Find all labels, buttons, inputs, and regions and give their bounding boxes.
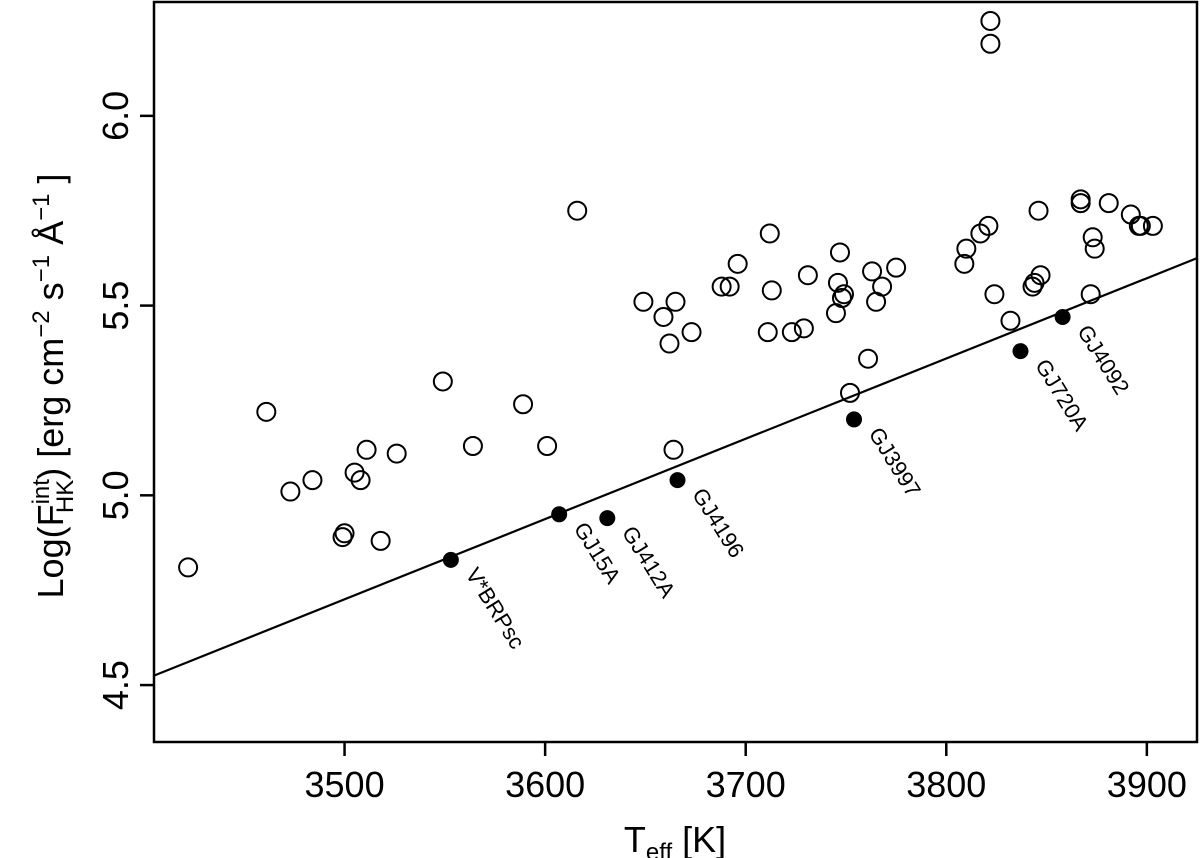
- x-axis-title: Teff [K]: [624, 819, 726, 858]
- open-data-point: [1070, 189, 1091, 210]
- point-label: GJ720A: [1030, 355, 1093, 436]
- y-tick-label: 4.5: [95, 660, 136, 710]
- open-data-point: [1130, 215, 1151, 236]
- point-label: GJ4196: [687, 484, 749, 563]
- open-data-point: [567, 200, 588, 221]
- point-label: GJ15A: [569, 518, 626, 589]
- open-data-point: [984, 284, 1005, 305]
- open-data-point: [827, 272, 848, 293]
- open-data-point: [370, 530, 391, 551]
- filled-data-point: [442, 551, 459, 568]
- open-data-point: [332, 527, 353, 548]
- y-tick-label: 5.5: [95, 281, 136, 331]
- open-data-point: [302, 470, 323, 491]
- open-data-point: [633, 291, 654, 312]
- filled-data-point: [551, 506, 568, 523]
- open-data-point: [978, 215, 999, 236]
- open-data-point: [653, 306, 674, 327]
- x-tick-label: 3900: [1107, 764, 1187, 805]
- open-data-point: [829, 242, 850, 263]
- open-data-point: [980, 33, 1001, 54]
- open-data-point: [659, 333, 680, 354]
- point-label: GJ412A: [617, 522, 680, 603]
- open-data-point: [711, 276, 732, 297]
- open-data-point: [757, 322, 778, 343]
- open-data-point: [1142, 215, 1163, 236]
- open-data-point: [1084, 238, 1105, 259]
- open-data-point: [665, 291, 686, 312]
- open-data-point: [537, 436, 558, 456]
- open-data-point: [761, 280, 782, 301]
- open-data-point: [1028, 200, 1049, 221]
- y-tick-label: 5.0: [95, 470, 136, 520]
- open-data-point: [719, 276, 740, 297]
- open-data-point: [1080, 284, 1101, 305]
- open-data-point: [797, 265, 818, 286]
- open-data-point: [462, 436, 483, 456]
- x-tick-label: 3700: [706, 764, 786, 805]
- open-data-point: [831, 288, 852, 308]
- open-data-point: [793, 318, 814, 339]
- filled-data-point: [1054, 308, 1071, 325]
- open-data-point: [334, 523, 355, 544]
- open-data-point: [1082, 227, 1103, 248]
- open-data-point: [280, 481, 301, 502]
- x-axis: 3500 3600 3700 3800 3900: [305, 742, 1187, 805]
- open-data-point: [356, 439, 377, 460]
- open-data-point: [1098, 193, 1119, 214]
- open-data-point: [759, 223, 780, 244]
- fit-line-layer: [153, 257, 1198, 677]
- point-label: GJ3997: [864, 423, 926, 502]
- open-data-point: [386, 443, 407, 464]
- open-data-point: [862, 261, 883, 282]
- filled-data-point: [599, 510, 616, 527]
- x-tick-label: 3500: [305, 764, 385, 805]
- y-tick-label: 6.0: [95, 91, 136, 141]
- x-tick-label: 3800: [906, 764, 986, 805]
- open-data-point: [663, 439, 684, 460]
- open-data-point: [858, 348, 879, 369]
- x-tick-label: 3600: [505, 764, 585, 805]
- open-data-point: [781, 322, 802, 343]
- open-data-point: [956, 238, 977, 259]
- open-data-point: [350, 470, 371, 491]
- open-data-point: [980, 10, 1001, 31]
- open-data-point: [833, 284, 854, 305]
- fit-line: [153, 257, 1198, 677]
- open-data-point: [727, 253, 748, 274]
- plot-frame: [152, 0, 1199, 744]
- open-data-point: [1030, 265, 1051, 286]
- open-data-point: [256, 401, 277, 422]
- open-data-point: [432, 371, 453, 392]
- point-label: V*BRPsc: [461, 563, 530, 653]
- open-data-point: [954, 253, 975, 274]
- filled-data-point: [846, 411, 863, 428]
- open-data-point: [1000, 310, 1021, 331]
- open-points-layer: [178, 10, 1163, 578]
- point-label: GJ4092: [1072, 320, 1134, 399]
- filled-data-point: [1012, 343, 1029, 360]
- open-data-point: [178, 557, 199, 578]
- y-axis: 4.5 5.0 5.5 6.0: [95, 91, 154, 710]
- open-data-point: [840, 382, 861, 403]
- open-data-point: [513, 394, 534, 415]
- filled-data-point: [669, 472, 686, 489]
- open-data-point: [681, 322, 702, 343]
- open-data-point: [886, 257, 907, 278]
- open-data-point: [1070, 193, 1091, 214]
- y-axis-title: Log(FintHK) [erg cm−2 s−1 Å−1 ]: [28, 174, 79, 599]
- open-data-point: [872, 276, 893, 297]
